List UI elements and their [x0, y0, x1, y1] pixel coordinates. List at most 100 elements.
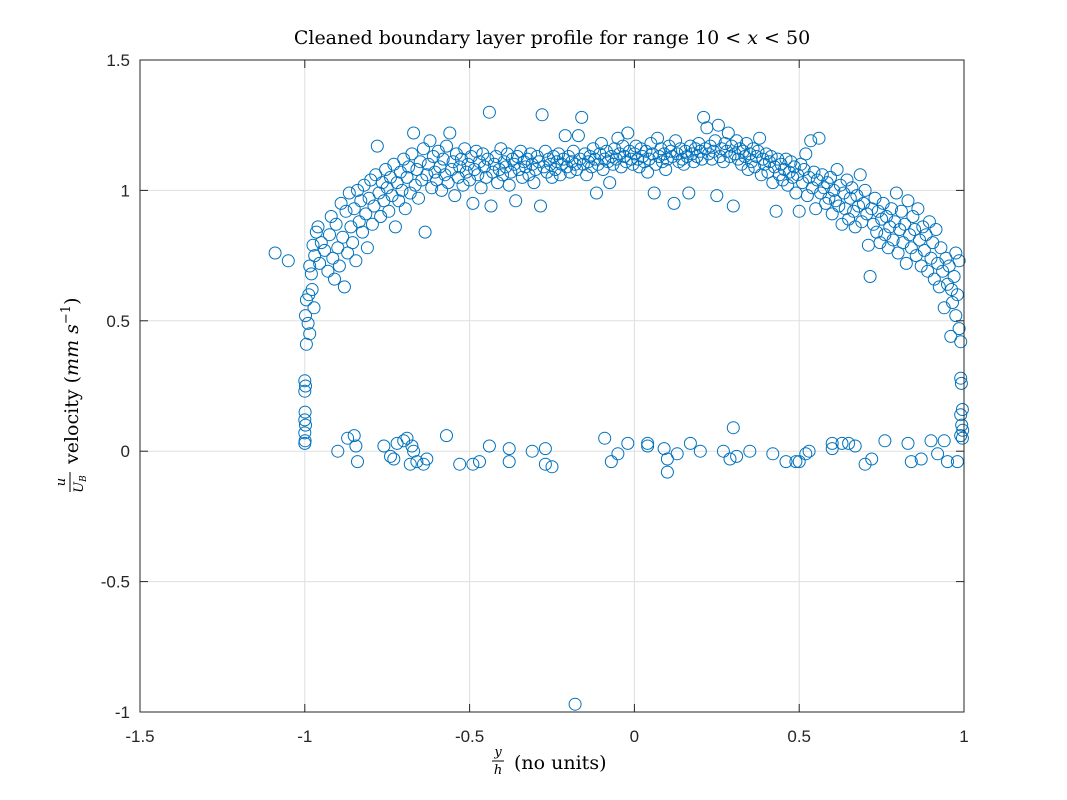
- data-point: [382, 204, 396, 218]
- data-point: [863, 270, 877, 283]
- x-axis-label: y h (no units): [492, 745, 606, 778]
- data-point: [407, 444, 421, 458]
- data-point: [337, 280, 351, 294]
- data-point: [349, 439, 363, 453]
- data-point: [950, 455, 964, 469]
- data-point: [545, 170, 559, 184]
- data-point: [721, 126, 735, 140]
- data-point: [913, 233, 926, 247]
- data-point: [590, 186, 603, 200]
- data-point: [700, 121, 714, 135]
- data-point: [349, 254, 363, 268]
- data-point: [425, 181, 439, 195]
- data-point: [603, 176, 617, 190]
- data-point: [311, 220, 325, 234]
- data-point: [351, 455, 364, 469]
- data-point: [471, 168, 485, 182]
- data-point: [716, 155, 730, 169]
- data-point: [336, 230, 350, 244]
- data-point: [359, 207, 373, 221]
- data-point: [748, 160, 762, 174]
- data-point: [693, 444, 707, 458]
- data-point: [538, 457, 552, 471]
- data-point: [299, 309, 312, 323]
- data-point: [914, 259, 928, 273]
- data-point: [514, 144, 528, 158]
- data-point: [901, 436, 915, 450]
- data-point: [927, 272, 941, 286]
- data-point: [723, 452, 737, 466]
- data-point: [486, 165, 500, 179]
- data-point: [575, 110, 589, 124]
- data-point: [384, 170, 397, 184]
- y-tick-label: 0: [121, 442, 130, 461]
- data-point: [796, 176, 809, 190]
- data-point: [347, 429, 361, 443]
- data-point: [807, 165, 821, 179]
- x-label-denominator: h: [494, 763, 502, 778]
- data-point: [400, 431, 414, 445]
- data-point: [641, 436, 655, 450]
- data-point: [375, 176, 389, 190]
- data-point: [502, 178, 516, 192]
- data-point: [866, 217, 880, 231]
- data-point: [824, 170, 837, 184]
- data-point: [677, 157, 691, 171]
- data-point: [858, 457, 872, 471]
- data-point: [815, 168, 829, 182]
- data-point: [847, 204, 861, 218]
- data-point: [954, 408, 968, 422]
- data-point: [730, 134, 744, 148]
- data-point: [903, 228, 917, 242]
- data-point: [611, 447, 625, 461]
- data-point: [298, 405, 312, 419]
- data-point: [558, 129, 572, 143]
- data-point: [812, 131, 826, 145]
- x-tick-label: -0.5: [455, 727, 484, 746]
- data-point: [741, 163, 755, 176]
- data-point: [344, 220, 358, 234]
- data-point: [886, 233, 900, 247]
- data-point: [436, 152, 450, 166]
- data-point: [641, 439, 655, 453]
- data-point: [502, 455, 516, 469]
- data-point: [441, 176, 455, 190]
- x-tick-label: 1: [959, 727, 968, 746]
- data-point: [891, 246, 905, 260]
- data-point: [326, 251, 340, 265]
- data-point: [937, 301, 951, 315]
- data-point: [527, 176, 541, 190]
- data-point: [496, 168, 510, 182]
- data-point: [835, 217, 849, 231]
- data-point: [524, 147, 538, 161]
- data-point: [423, 134, 437, 148]
- x-tick-label: 0.5: [787, 727, 811, 746]
- data-point: [331, 444, 345, 458]
- data-point: [354, 194, 368, 208]
- data-point: [802, 444, 816, 458]
- data-point: [766, 447, 780, 461]
- x-tick-label: 0: [630, 727, 639, 746]
- data-point: [370, 139, 384, 153]
- data-point: [407, 126, 421, 140]
- data-point: [926, 236, 940, 250]
- data-point: [306, 238, 320, 252]
- data-point: [726, 421, 740, 435]
- data-point: [474, 181, 488, 195]
- data-point: [861, 238, 875, 252]
- data-point: [621, 126, 635, 140]
- data-point: [695, 152, 709, 166]
- data-point: [822, 191, 836, 205]
- data-point: [308, 249, 322, 263]
- data-point: [810, 173, 824, 187]
- data-point: [535, 108, 549, 122]
- data-point: [936, 264, 950, 278]
- data-point: [473, 155, 486, 169]
- data-point: [835, 436, 849, 450]
- data-point: [955, 403, 969, 416]
- data-point: [929, 223, 943, 236]
- data-point: [868, 191, 882, 205]
- data-point: [466, 457, 480, 471]
- data-point: [449, 147, 463, 161]
